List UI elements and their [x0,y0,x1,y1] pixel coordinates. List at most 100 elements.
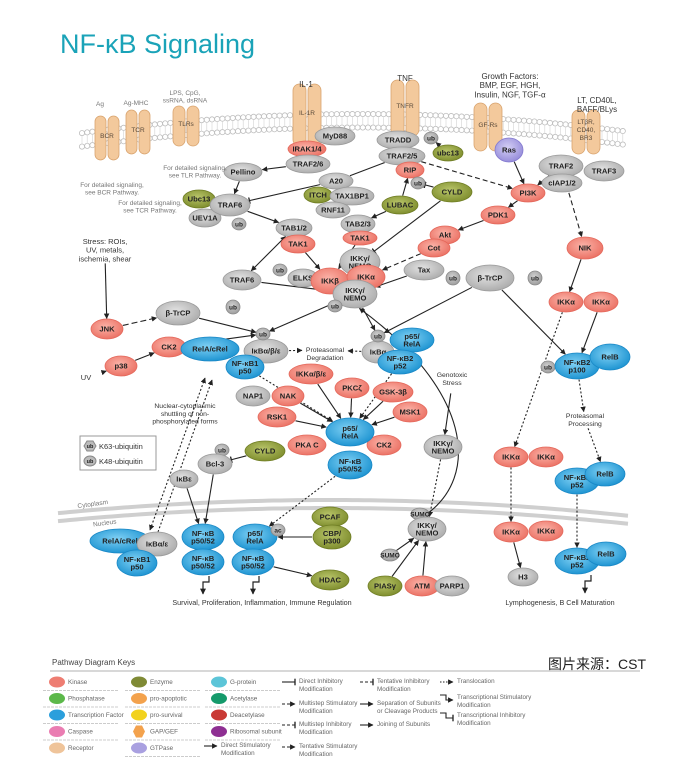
node-rip[interactable]: RIP [395,161,425,179]
node-cbp[interactable]: CBP/p300 [312,524,352,550]
node-ikka2[interactable]: IKKα [548,291,584,313]
receptor-tnfr[interactable]: TNFR [390,79,420,137]
node-relb3[interactable]: RelB [585,541,627,567]
node-ikbe[interactable]: IκBε [169,469,199,489]
node-nak[interactable]: NAK [271,385,305,407]
node-parp1[interactable]: PARP1 [434,575,470,597]
node-ub6[interactable]: ub [445,270,461,286]
node-h3[interactable]: H3 [507,567,539,587]
node-ikka7[interactable]: IKKα [528,520,564,542]
node-pellino[interactable]: Pellino [223,162,263,182]
node-bcl3[interactable]: Bcl-3 [197,453,233,475]
receptor-tlrs[interactable]: TLRs [172,105,200,147]
node-nikbae[interactable]: IκBα/ε [136,531,178,557]
node-traf26[interactable]: TRAF2/6 [285,154,331,174]
node-nfkb2a[interactable]: NF-κB2 p52 [377,349,423,375]
node-gsk[interactable]: GSK-3β [372,381,414,403]
node-uev1a[interactable]: UEV1A [188,208,222,228]
node-ikkabe[interactable]: IKKα/β/ε [288,363,334,385]
node-irak[interactable]: IRAK1/4 [287,140,327,158]
node-msk1[interactable]: MSK1 [392,401,428,423]
node-tax[interactable]: Tax [403,259,445,281]
node-ikka4[interactable]: IKKα [493,446,529,468]
node-tax1bp1[interactable]: TAX1BP1 [329,186,375,206]
node-pkac[interactable]: PKA C [287,434,327,456]
node-traf6a[interactable]: TRAF6 [209,193,251,217]
node-nfs2[interactable]: NF-κB p50/52 [181,548,225,576]
node-traf6b[interactable]: TRAF6 [222,269,262,291]
node-itch[interactable]: ITCH [303,186,333,204]
node-hdac[interactable]: HDAC [310,569,350,591]
node-rnf11[interactable]: RNF11 [315,201,351,219]
node-relb2[interactable]: RelB [584,461,626,487]
node-pcaf[interactable]: PCAF [311,506,349,528]
node-myd88[interactable]: MyD88 [314,126,356,146]
edge-traf25-to-pi3k [421,161,513,190]
receptor-gfrs[interactable]: GF-Rs [473,102,503,152]
node-ck2b[interactable]: CK2 [366,434,402,456]
node-cot[interactable]: Cot [417,238,451,258]
node-pdk1[interactable]: PDK1 [480,205,516,225]
node-p65c[interactable]: p65/RelA [232,523,278,551]
node-nap1[interactable]: NAP1 [235,385,271,407]
node-traf3[interactable]: TRAF3 [583,160,625,182]
node-ub2[interactable]: ub [272,263,288,277]
node-lubac[interactable]: LUBAC [381,195,419,215]
node-ikka6[interactable]: IKKα [493,521,529,543]
node-rsk1[interactable]: RSK1 [257,406,297,428]
node-tab12[interactable]: TAB1/2 [275,218,313,238]
node-cyld2[interactable]: CYLD [244,440,286,462]
node-ikka3[interactable]: IKKα [583,291,619,313]
node-ciap[interactable]: cIAP1/2 [541,173,583,193]
node-nfs1[interactable]: NF-κB p50/52 [181,523,225,551]
node-ubc13b[interactable]: ubc13 [432,144,464,162]
node-pias[interactable]: PIASγ [367,575,403,597]
node-cyld1[interactable]: CYLD [431,181,473,203]
node-ac[interactable]: ac [270,523,286,537]
node-p38[interactable]: p38 [104,355,138,377]
receptor-ltbr[interactable]: LTβR, CD40, BR3 [571,109,601,155]
node-pkcz[interactable]: PKCζ [334,377,370,399]
node-ub11[interactable]: ub [540,360,556,374]
node-pi3k[interactable]: PI3K [510,183,546,203]
node-ub10[interactable]: ub [370,329,386,343]
node-ras[interactable]: Ras [494,137,524,163]
node-ub4[interactable]: ub [410,176,426,190]
node-ck2a[interactable]: CK2 [151,336,187,358]
node-nfkb1a[interactable]: NF-κB1 p50 [225,354,265,380]
node-ub7[interactable]: ub [527,270,543,286]
node-ub5[interactable]: ub [327,299,343,313]
receptor-label-line: BCR [100,133,114,140]
node-nfs3[interactable]: NF-κB p50/52 [231,548,275,576]
node-traf2[interactable]: TRAF2 [538,154,584,178]
node-nemo2[interactable]: IKKγ/NEMO [332,279,378,309]
node-relb1[interactable]: RelB [589,343,631,371]
node-sumo2[interactable]: SUMO [380,548,400,562]
node-nemo3[interactable]: IKKγ/NEMO [423,434,463,460]
node-ub8[interactable]: ub [225,299,241,315]
node-nnfkb1[interactable]: NF-κB1 p50 [116,549,158,577]
node-ub9[interactable]: ub [255,327,271,341]
receptor-bcr[interactable]: BCR [94,115,120,161]
node-p65b[interactable]: p65/RelA [325,417,375,447]
node-atm[interactable]: ATM [404,575,440,597]
node-tak1b[interactable]: TAK1 [342,230,378,246]
node-btrcp1[interactable]: β-TrCP [155,300,201,326]
node-ub3[interactable]: ub [423,131,439,145]
node-tradd[interactable]: TRADD [376,130,420,150]
node-nemo4[interactable]: IKKγ/NEMO [407,516,447,542]
receptor-tcr[interactable]: TCR [125,109,151,155]
node-a20[interactable]: A20 [318,172,354,190]
node-nfkbc[interactable]: NF-κB p50/52 [327,450,373,480]
node-nik[interactable]: NIK [566,236,604,260]
node-traf25[interactable]: TRAF2/5 [378,146,426,166]
receptor-il1r[interactable]: IL-1R [292,83,322,147]
node-jnk[interactable]: JNK [90,318,124,340]
node-btrcp2[interactable]: β-TrCP [465,264,515,292]
node-ikka5[interactable]: IKKα [528,446,564,468]
node-p65a[interactable]: p65/RelA [389,327,435,353]
node-relacrel1[interactable]: RelA/cRel [180,336,240,362]
node-tak1a[interactable]: TAK1 [280,234,316,254]
node-tab23[interactable]: TAB2/3 [340,214,376,234]
node-ub1[interactable]: ub [231,217,247,231]
